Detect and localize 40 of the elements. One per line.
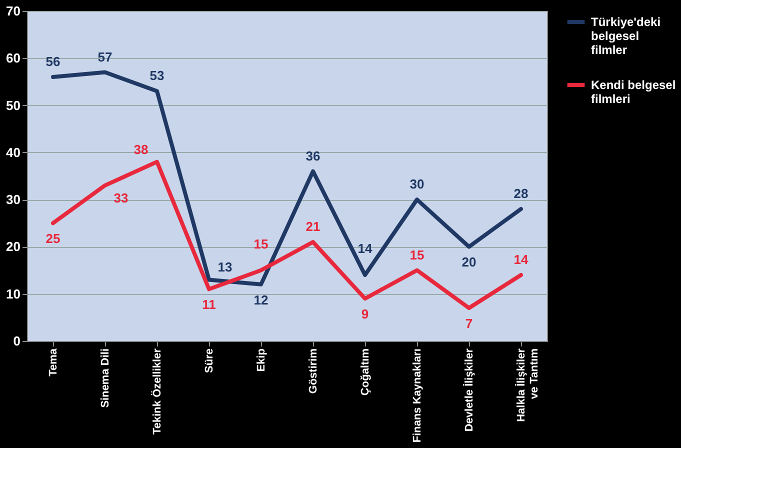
data-label: 25 — [46, 231, 60, 246]
x-tick-label: Çoğaltım — [360, 348, 372, 396]
data-label: 57 — [98, 49, 112, 64]
data-label: 56 — [46, 54, 60, 69]
x-tick-label: Ekip — [256, 348, 268, 372]
data-label: 13 — [218, 260, 232, 275]
x-tick-label: Halkla İlişkiler ve Tantım — [514, 348, 540, 422]
x-tick-label: Süre — [204, 348, 216, 373]
x-tick-label: Göstirim — [308, 348, 320, 394]
data-label: 15 — [410, 247, 424, 262]
y-tick-label: 20 — [6, 239, 20, 254]
y-tick-label: 10 — [6, 286, 20, 302]
data-label: 20 — [462, 254, 476, 270]
legend-label: Türkiye'deki belgesel filmler — [591, 15, 661, 57]
x-tick-label: Tekink Özellikler — [150, 348, 164, 435]
data-label: 53 — [150, 68, 164, 84]
data-label: 38 — [134, 142, 148, 157]
data-label: 28 — [514, 186, 528, 201]
data-label: 14 — [358, 241, 373, 256]
y-tick-label: 0 — [13, 334, 20, 348]
x-tick-label: Devletle İlişkiler — [462, 348, 476, 432]
y-tick-label: 60 — [6, 50, 20, 66]
y-tick-label: 30 — [6, 192, 20, 208]
data-label: 7 — [465, 316, 473, 331]
x-tick-label: Tema — [48, 348, 60, 376]
x-tick-label: Finans Kaynakları — [412, 348, 424, 443]
y-tick-label: 50 — [6, 98, 20, 113]
x-tick-label: Sinema Dili — [100, 348, 112, 408]
y-tick-label: 40 — [6, 144, 20, 160]
data-label: 30 — [410, 176, 424, 192]
data-label: 15 — [254, 236, 268, 252]
data-label: 12 — [254, 292, 268, 308]
data-label: 33 — [114, 190, 128, 206]
data-label: 36 — [306, 148, 320, 164]
legend-label: Kendi belgesel filmleri — [591, 78, 676, 106]
data-label: 14 — [514, 252, 529, 267]
data-label: 9 — [361, 306, 369, 322]
data-label: 11 — [202, 297, 216, 312]
y-tick-label: 70 — [6, 4, 20, 18]
data-label: 21 — [306, 219, 320, 234]
